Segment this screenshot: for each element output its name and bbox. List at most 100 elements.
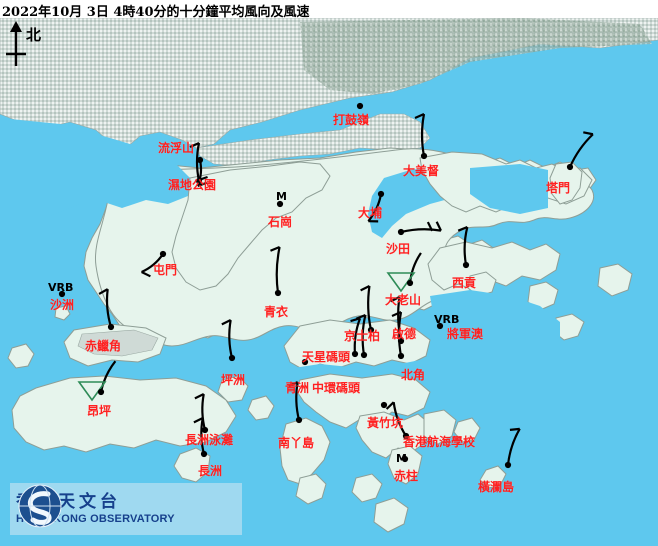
station-marker[interactable]	[391, 310, 405, 360]
page-title: 2022年10月 3日 4時40分的十分鐘平均風向及風速	[2, 5, 310, 20]
station-dot[interactable]	[420, 152, 428, 160]
station-label-3: 石崗	[268, 215, 293, 229]
station-marker[interactable]	[58, 290, 66, 298]
station-dot[interactable]	[406, 279, 414, 287]
station-label-11: 昂坪	[87, 404, 112, 418]
wind-barb-shaft	[99, 360, 117, 393]
station-marker[interactable]	[386, 252, 422, 293]
lamma-island-tail	[295, 473, 327, 505]
wind-barb-shaft	[105, 289, 113, 328]
station-marker[interactable]	[356, 102, 364, 110]
wind-barb-feather	[288, 381, 299, 388]
station-dot[interactable]	[351, 350, 359, 358]
po-toi-island2	[373, 497, 409, 533]
station-marker[interactable]	[457, 226, 470, 269]
station-dot[interactable]	[436, 322, 444, 330]
wind-barb-feather	[583, 131, 594, 136]
logo-english-text: HONG KONG OBSERVATORY	[16, 512, 175, 525]
wind-barb-feather	[189, 141, 200, 149]
station-label-0: 打鼓嶺	[333, 113, 370, 127]
station-dot[interactable]	[107, 323, 115, 331]
wind-barb-shaft	[397, 296, 403, 342]
sai-kung-island5	[467, 271, 497, 297]
station-dot[interactable]	[356, 102, 364, 110]
station-dot[interactable]	[276, 200, 284, 208]
station-marker[interactable]	[189, 141, 203, 185]
station-dot[interactable]	[401, 455, 409, 463]
station-label-10: 赤鱲角	[85, 339, 122, 353]
waglan-island	[479, 465, 507, 489]
station-marker[interactable]	[397, 221, 442, 236]
station-label-7: 沙田	[386, 242, 411, 256]
station-dot[interactable]	[360, 351, 368, 359]
station-marker[interactable]	[194, 393, 209, 434]
station-dot[interactable]	[397, 228, 405, 236]
station-label-24: 香港航海學校	[403, 435, 476, 449]
wind-barb-shaft	[295, 381, 301, 421]
station-marker[interactable]	[221, 319, 236, 362]
station-marker[interactable]	[276, 200, 284, 208]
station-marker[interactable]	[98, 288, 115, 331]
station-marker[interactable]	[350, 317, 362, 358]
station-marker[interactable]	[288, 381, 303, 424]
station-label-16: 京士柏	[344, 329, 381, 343]
station-dot[interactable]	[462, 261, 470, 269]
lantau-island	[11, 375, 237, 453]
station-dot[interactable]	[201, 426, 209, 434]
station-marker[interactable]	[504, 427, 521, 469]
station-marker[interactable]	[193, 417, 208, 458]
station-label-4: 大美督	[403, 164, 440, 178]
wind-barb-shaft	[400, 228, 442, 234]
station-dot[interactable]	[377, 190, 385, 198]
maintenance-marker-25: M	[396, 452, 407, 465]
station-dot[interactable]	[200, 450, 208, 458]
station-dot[interactable]	[196, 156, 204, 164]
station-dot[interactable]	[274, 289, 282, 297]
station-dot[interactable]	[397, 352, 405, 360]
station-dot[interactable]	[367, 326, 375, 334]
station-dot[interactable]	[504, 461, 512, 469]
station-marker[interactable]	[385, 401, 410, 440]
station-dot[interactable]	[301, 358, 309, 366]
station-label-29: 橫瀾島	[478, 480, 515, 494]
station-label-9: 沙洲	[50, 298, 75, 312]
wind-barb-feather	[194, 393, 205, 400]
station-dot[interactable]	[159, 250, 167, 258]
vrb-marker-9: VRB	[48, 281, 74, 294]
nt-west-coast	[171, 161, 331, 291]
station-dot[interactable]	[566, 163, 574, 171]
station-dot[interactable]	[97, 388, 105, 396]
station-marker[interactable]	[77, 360, 117, 402]
station-dot[interactable]	[295, 416, 303, 424]
wind-barb-feather	[193, 417, 204, 424]
wind-barb-feather	[270, 246, 281, 252]
wind-barb-feather	[457, 226, 468, 232]
station-label-6: 大埔	[358, 206, 383, 220]
soko-island	[7, 343, 35, 369]
station-dot[interactable]	[58, 290, 66, 298]
station-marker[interactable]	[436, 322, 444, 330]
wind-barb-shaft	[195, 142, 201, 182]
station-marker[interactable]	[414, 112, 428, 160]
station-label-2: 濕地公園	[168, 178, 217, 192]
station-marker[interactable]	[367, 190, 385, 223]
wind-barb-shaft	[275, 246, 281, 294]
wind-barb-feather	[426, 221, 434, 232]
station-label-12: 青衣	[264, 305, 289, 319]
wind-barb-feather	[98, 288, 109, 295]
station-marker[interactable]	[270, 246, 282, 297]
airport-apron	[77, 329, 159, 357]
station-dot[interactable]	[380, 401, 388, 409]
station-marker[interactable]	[380, 401, 388, 409]
station-dot[interactable]	[402, 432, 410, 440]
station-marker[interactable]	[401, 455, 409, 463]
station-dot[interactable]	[228, 354, 236, 362]
station-marker[interactable]	[141, 250, 167, 278]
station-marker[interactable]	[566, 131, 594, 171]
map-canvas[interactable]: 北 打鼓嶺 流浮山 濕地公園 石崗 M 大美督 塔門 大埔 沙田 屯門 沙洲 VRB 赤鱲角 昂坪 青衣 大老…	[0, 18, 658, 546]
station-marker[interactable]	[301, 358, 309, 366]
po-toi-island	[351, 473, 383, 503]
station-marker[interactable]	[360, 285, 375, 334]
station-dot[interactable]	[195, 177, 203, 185]
